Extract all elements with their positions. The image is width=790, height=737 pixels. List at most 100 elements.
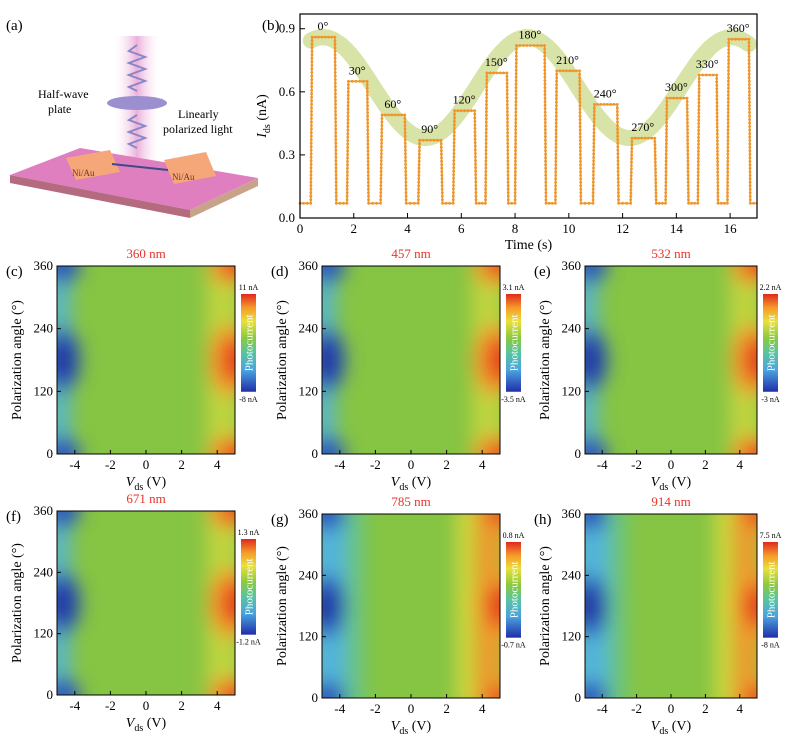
data-point (747, 69, 751, 72)
data-point (390, 113, 394, 117)
data-point (726, 118, 730, 121)
x-axis-title: Vds (V) (651, 719, 692, 737)
data-point (679, 96, 682, 100)
data-point (629, 188, 633, 192)
data-point (555, 100, 558, 104)
light-label-2: polarized light (163, 122, 233, 136)
data-point (653, 150, 657, 154)
data-point (362, 79, 365, 83)
data-point (578, 83, 582, 87)
data-point (484, 173, 488, 177)
data-point (554, 198, 557, 202)
data-point (747, 58, 751, 62)
data-point (654, 164, 657, 167)
data-point (371, 201, 374, 205)
data-point (334, 155, 338, 159)
data-point (346, 167, 349, 170)
data-point (653, 153, 657, 157)
x-tick-label: -2 (370, 457, 381, 472)
data-point (309, 170, 313, 173)
data-point (334, 141, 338, 145)
data-point (305, 201, 309, 205)
data-point (686, 142, 690, 146)
data-point (514, 131, 518, 135)
data-point (484, 166, 488, 170)
panel-b: (b) 0° 30° 60° 90° 120° 150° 180° 210° 240° 270° 3… (255, 13, 758, 253)
y-tick-label: 0 (575, 446, 582, 461)
data-point (716, 156, 719, 160)
data-point (514, 72, 518, 75)
data-point (616, 159, 620, 163)
data-point (664, 149, 668, 153)
x-tick-label: 6 (458, 221, 465, 236)
data-point (727, 65, 730, 69)
data-point (403, 138, 407, 142)
data-point (334, 138, 338, 142)
x-tick-label: 4 (404, 221, 411, 236)
light-label: Linearly (178, 107, 219, 121)
x-tick-label: -2 (631, 457, 642, 472)
data-point (506, 142, 510, 145)
data-point (696, 170, 700, 174)
y-axis-title: Polarization angle (°) (538, 300, 553, 420)
data-point (485, 99, 488, 103)
data-point (393, 113, 397, 117)
data-point (474, 155, 477, 159)
panel-letter-d: (d) (271, 264, 289, 280)
data-point (612, 103, 616, 106)
y-tick-label: 240 (562, 567, 582, 582)
data-point (543, 93, 547, 96)
data-point (513, 201, 517, 205)
data-point (697, 136, 700, 139)
y-tick-label: 120 (299, 383, 319, 398)
data-point (630, 143, 634, 147)
data-point (441, 201, 444, 205)
data-point (664, 152, 668, 156)
data-point (543, 82, 547, 86)
data-point (506, 173, 510, 177)
polarization-wave-icon (126, 44, 148, 92)
data-point (506, 152, 510, 156)
data-point (309, 180, 313, 184)
data-point (592, 156, 595, 159)
data-point (727, 44, 731, 48)
y-tick-label: 0 (575, 690, 582, 705)
data-point (592, 145, 596, 149)
data-point (309, 148, 313, 152)
data-point (334, 166, 338, 170)
data-point (697, 94, 701, 98)
data-point (310, 78, 314, 81)
data-point (716, 167, 720, 171)
data-point (696, 174, 700, 177)
data-point (748, 114, 751, 118)
data-point (616, 163, 620, 166)
data-point (502, 71, 505, 75)
data-point (429, 138, 432, 142)
data-point (439, 142, 443, 146)
colorbar (763, 294, 778, 392)
data-point (697, 122, 701, 125)
data-point (310, 92, 313, 96)
data-point (653, 147, 657, 150)
data-point (543, 107, 547, 110)
data-point (474, 201, 478, 205)
data-point (727, 55, 730, 59)
data-point (441, 198, 444, 202)
data-point (748, 139, 752, 142)
data-point (664, 177, 668, 181)
data-point (473, 116, 477, 120)
data-point (417, 163, 421, 167)
data-point (544, 180, 548, 184)
data-point (664, 173, 668, 177)
data-point (484, 120, 488, 124)
data-point (439, 145, 443, 149)
data-point (687, 198, 690, 202)
data-point (543, 100, 547, 103)
data-point (440, 191, 444, 195)
data-point (715, 73, 719, 77)
data-point (554, 121, 558, 125)
data-point (630, 136, 634, 140)
angle-label: 30° (349, 63, 366, 77)
data-point (592, 106, 596, 110)
data-point (554, 118, 558, 121)
